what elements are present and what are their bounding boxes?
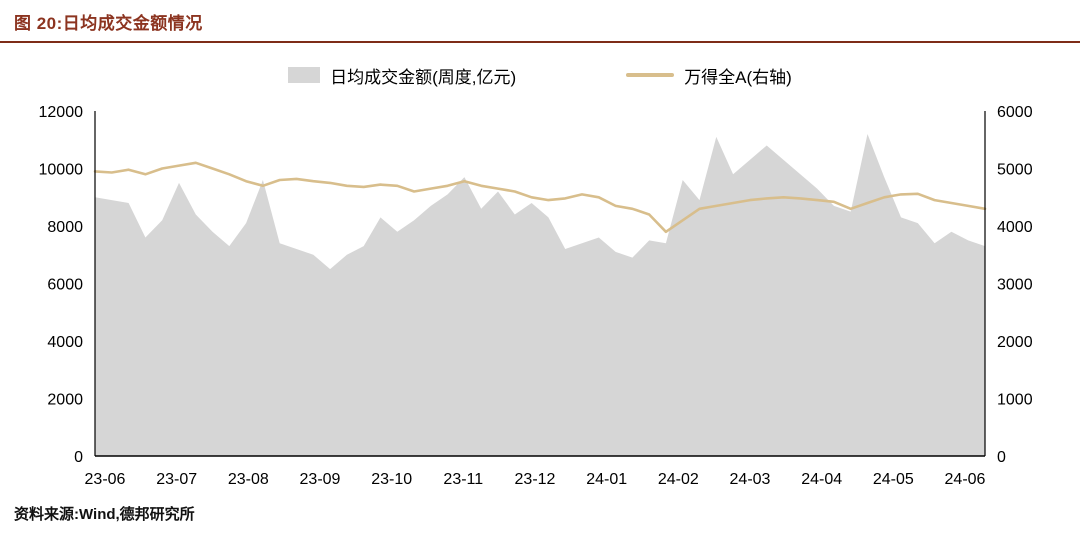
x-axis-tick-label: 24-05 <box>873 471 914 488</box>
chart-container: 0 2000 4000 6000 8000 10000 12000 0 1000 2000 3000… <box>0 91 1080 501</box>
y-axis-left-tick-label: 0 <box>74 449 83 466</box>
y-axis-left-tick-label: 8000 <box>47 219 83 236</box>
y-axis-right-tick-label: 2000 <box>997 334 1033 351</box>
chart-svg: 0 2000 4000 6000 8000 10000 12000 0 1000 2000 3000… <box>39 104 1033 488</box>
x-axis-tick-label: 24-06 <box>945 471 986 488</box>
x-axis-tick-label: 24-04 <box>801 471 842 488</box>
y-axis-right-tick-label: 6000 <box>997 104 1033 121</box>
x-axis-tick-label: 24-03 <box>730 471 771 488</box>
source-note: 资料来源:Wind,德邦研究所 <box>14 506 195 523</box>
legend-line-label: 万得全A(右轴) <box>684 67 792 87</box>
x-axis-tick-label: 23-10 <box>371 471 412 488</box>
y-axis-right-tick-label: 3000 <box>997 277 1033 294</box>
x-axis-tick-label: 23-12 <box>515 471 556 488</box>
legend-line-swatch <box>626 73 675 77</box>
legend-area-swatch <box>288 67 321 83</box>
x-axis-tick-label: 23-06 <box>85 471 126 488</box>
x-axis-tick-label: 24-01 <box>586 471 627 488</box>
y-axis-left-tick-label: 2000 <box>47 392 83 409</box>
x-axis-tick-label: 23-07 <box>156 471 197 488</box>
legend-item-windA: 万得全A(右轴) <box>626 63 792 88</box>
legend-area-label: 日均成交金额(周度,亿元) <box>330 67 517 87</box>
turnover-area-series <box>95 134 985 456</box>
chart-legend: 日均成交金额(周度,亿元) 万得全A(右轴) <box>0 63 1080 87</box>
figure-title: 图 20:日均成交金额情况 <box>14 14 203 33</box>
y-axis-left-tick-label: 10000 <box>39 162 84 179</box>
y-axis-right-tick-label: 5000 <box>997 162 1033 179</box>
legend-item-turnover: 日均成交金额(周度,亿元) <box>288 63 516 88</box>
y-axis-right-tick-label: 1000 <box>997 392 1033 409</box>
y-axis-left-tick-label: 6000 <box>47 277 83 294</box>
x-axis-tick-label: 24-02 <box>658 471 699 488</box>
x-axis-tick-label: 23-11 <box>443 471 483 488</box>
y-axis-left-tick-label: 12000 <box>39 104 84 121</box>
windA-line-series <box>93 161 987 234</box>
x-axis-tick-label: 23-09 <box>300 471 341 488</box>
x-axis-tick-label: 23-08 <box>228 471 269 488</box>
y-axis-right-tick-label: 4000 <box>997 219 1033 236</box>
y-axis-left-tick-label: 4000 <box>47 334 83 351</box>
y-axis-right-tick-label: 0 <box>997 449 1006 466</box>
title-divider <box>0 41 1080 43</box>
